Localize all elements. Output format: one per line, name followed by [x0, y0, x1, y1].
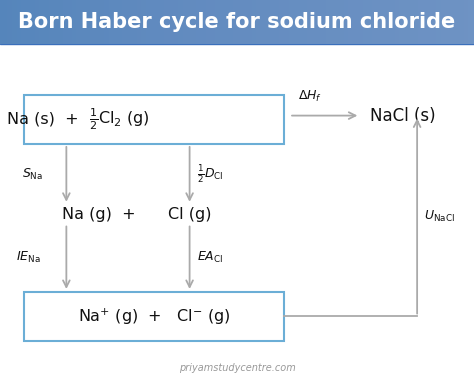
Text: $U_{\mathrm{NaCl}}$: $U_{\mathrm{NaCl}}$	[424, 208, 455, 224]
Text: Na$^{+}$ (g)  +   Cl$^{-}$ (g): Na$^{+}$ (g) + Cl$^{-}$ (g)	[78, 306, 230, 327]
Bar	[24, 292, 284, 341]
Text: $S_{\mathrm{Na}}$: $S_{\mathrm{Na}}$	[22, 167, 43, 182]
Bar	[0, 0, 474, 44]
Text: priyamstudycentre.com: priyamstudycentre.com	[179, 363, 295, 373]
Text: Na (s)  +: Na (s) +	[7, 112, 89, 127]
Text: Na (g)  +: Na (g) +	[62, 207, 146, 222]
Text: $EA_{\mathrm{Cl}}$: $EA_{\mathrm{Cl}}$	[197, 250, 223, 265]
Text: $\frac{1}{2}$$D_{\mathrm{Cl}}$: $\frac{1}{2}$$D_{\mathrm{Cl}}$	[197, 163, 223, 185]
Text: $IE_{\mathrm{Na}}$: $IE_{\mathrm{Na}}$	[16, 250, 40, 265]
Bar	[0, 0, 474, 44]
Bar	[24, 95, 284, 144]
Text: NaCl (s): NaCl (s)	[370, 106, 435, 125]
Text: Born Haber cycle for sodium chloride: Born Haber cycle for sodium chloride	[18, 12, 456, 32]
Text: $\Delta H_{f}$: $\Delta H_{f}$	[299, 89, 322, 104]
Text: Cl (g): Cl (g)	[168, 207, 212, 222]
Text: $\frac{1}{2}$Cl$_2$ (g): $\frac{1}{2}$Cl$_2$ (g)	[89, 106, 150, 132]
